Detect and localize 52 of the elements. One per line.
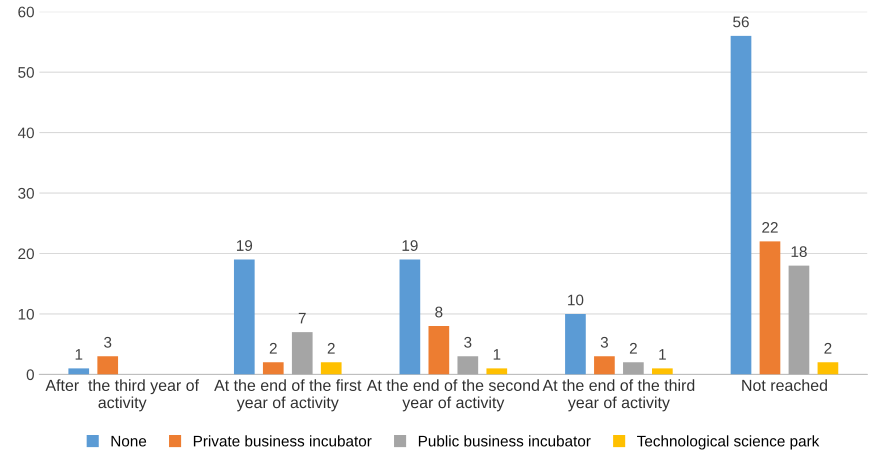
- x-tick-label: At the end of the first year of activity: [214, 379, 362, 412]
- bar: [262, 362, 284, 374]
- bar: [400, 260, 420, 374]
- legend-label: Public business incubator: [418, 435, 591, 447]
- data-label: 22: [762, 222, 778, 233]
- legend-label: Technological science park: [637, 435, 820, 450]
- y-tick-label: 0: [26, 369, 34, 380]
- data-label: 8: [435, 306, 442, 318]
- data-label: 3: [104, 336, 112, 348]
- x-tick-label: At the end of the second year of activity: [366, 379, 539, 412]
- bar: [292, 332, 313, 374]
- legend-label: Private business incubator: [194, 435, 372, 447]
- y-tick-label: 20: [18, 248, 34, 260]
- y-tick-label: 50: [18, 67, 34, 78]
- bar: [818, 362, 838, 374]
- y-tick-label: 40: [18, 127, 34, 138]
- y-tick-label: 60: [18, 6, 34, 18]
- data-label: 19: [402, 240, 418, 251]
- bar: [486, 368, 508, 374]
- x-tick-label: Not reached: [742, 379, 827, 391]
- data-label: 19: [236, 240, 252, 251]
- bar: [594, 356, 615, 374]
- y-tick-label: 30: [18, 188, 34, 199]
- legend-label: None: [112, 436, 146, 447]
- data-label: 2: [630, 342, 637, 354]
- data-label: 7: [298, 312, 306, 324]
- data-label: 1: [494, 349, 500, 360]
- data-label: 2: [824, 342, 832, 354]
- data-label: 3: [600, 336, 608, 348]
- x-tick-label: At the end of the third year of activity: [542, 379, 694, 412]
- data-label: 1: [659, 349, 666, 360]
- bar: [457, 356, 478, 374]
- bar: [623, 362, 644, 374]
- bar: [97, 356, 118, 374]
- bar: [320, 362, 342, 374]
- data-label: 3: [464, 336, 472, 348]
- data-label: 10: [568, 294, 584, 306]
- data-label: 2: [270, 342, 277, 354]
- y-tick-label: 10: [18, 308, 34, 320]
- data-label: 18: [792, 246, 807, 258]
- bar: [68, 368, 90, 374]
- bar: [730, 36, 752, 374]
- bar: [428, 326, 450, 374]
- bar: [234, 260, 255, 374]
- bar: [760, 241, 780, 374]
- bar: [788, 266, 810, 374]
- data-label: 2: [328, 342, 335, 354]
- x-tick-label: After the third year of activity: [45, 379, 200, 412]
- bar: [565, 314, 586, 374]
- data-label: 1: [76, 349, 82, 360]
- bar: [652, 368, 673, 374]
- data-label: 56: [733, 16, 749, 28]
